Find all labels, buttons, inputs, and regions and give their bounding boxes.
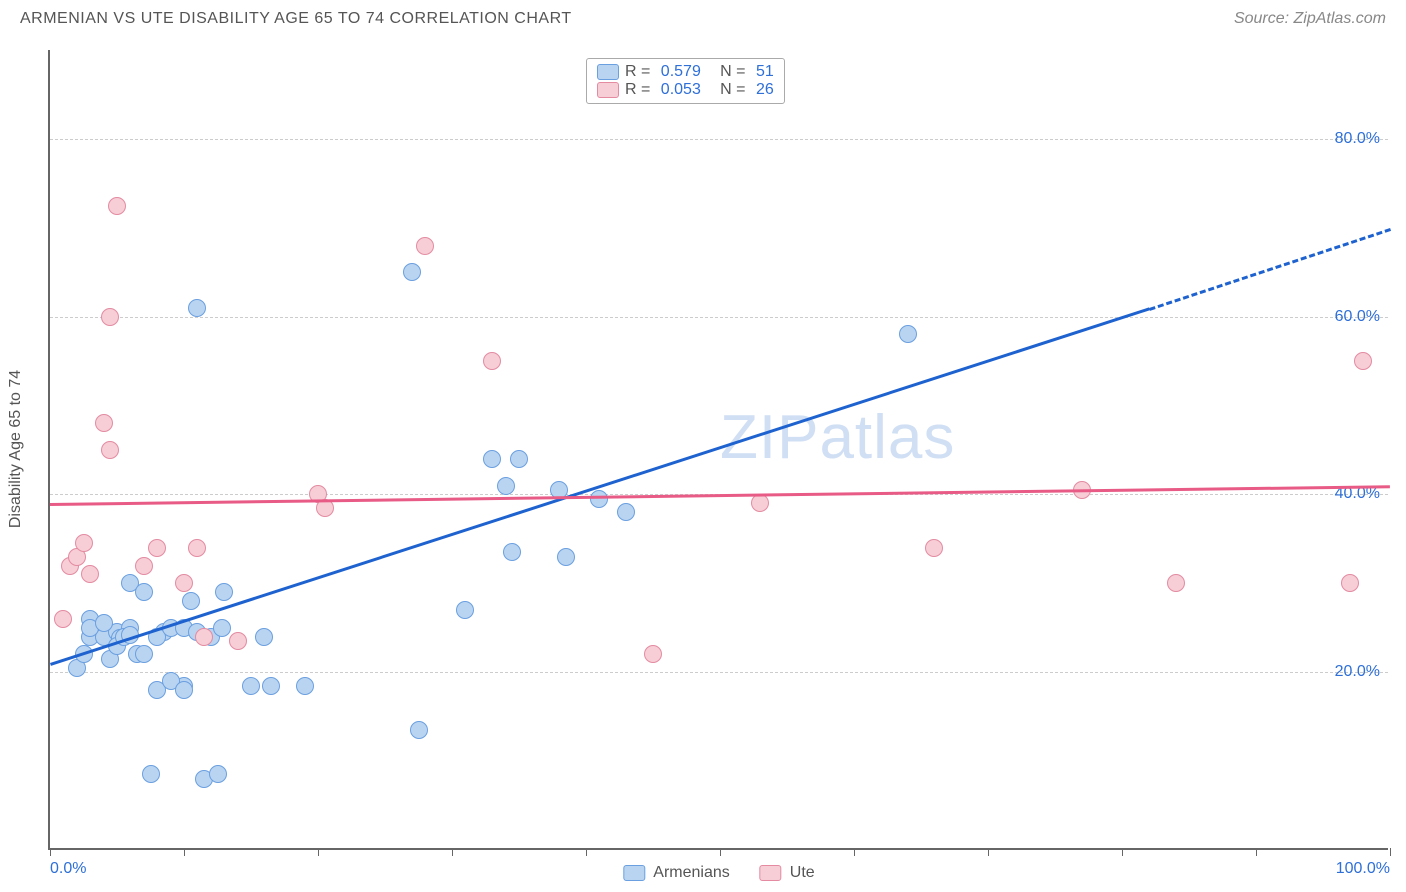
data-point — [215, 583, 233, 601]
data-point — [1167, 574, 1185, 592]
data-point — [262, 677, 280, 695]
x-tick — [318, 848, 319, 856]
data-point — [1341, 574, 1359, 592]
data-point — [209, 765, 227, 783]
data-point — [557, 548, 575, 566]
data-point — [101, 308, 119, 326]
data-point — [175, 681, 193, 699]
data-point — [81, 565, 99, 583]
y-tick-label: 80.0% — [1335, 130, 1380, 148]
y-tick-label: 20.0% — [1335, 663, 1380, 681]
data-point — [75, 534, 93, 552]
data-point — [617, 503, 635, 521]
x-tick — [720, 848, 721, 856]
y-axis-label: Disability Age 65 to 74 — [7, 370, 25, 528]
data-point — [456, 601, 474, 619]
series-legend: Armenians Ute — [623, 864, 814, 882]
legend-item: Armenians — [623, 864, 729, 882]
data-point — [54, 610, 72, 628]
x-tick — [586, 848, 587, 856]
data-point — [135, 583, 153, 601]
legend-row: R = 0.579 N = 51 — [597, 63, 774, 81]
y-tick-label: 60.0% — [1335, 308, 1380, 326]
x-tick — [1122, 848, 1123, 856]
x-tick-label: 100.0% — [1336, 860, 1390, 878]
data-point — [188, 299, 206, 317]
data-point — [403, 263, 421, 281]
data-point — [242, 677, 260, 695]
legend-item: Ute — [760, 864, 815, 882]
data-point — [899, 325, 917, 343]
data-point — [255, 628, 273, 646]
data-point — [108, 197, 126, 215]
scatter-chart: Disability Age 65 to 74 ZIPatlas R = 0.5… — [48, 50, 1388, 850]
trend-line — [50, 486, 1390, 507]
data-point — [135, 557, 153, 575]
data-point — [135, 645, 153, 663]
x-tick — [988, 848, 989, 856]
data-point — [644, 645, 662, 663]
data-point — [483, 352, 501, 370]
data-point — [213, 619, 231, 637]
data-point — [590, 490, 608, 508]
data-point — [510, 450, 528, 468]
source-label: Source: ZipAtlas.com — [1234, 10, 1386, 28]
data-point — [148, 539, 166, 557]
data-point — [188, 539, 206, 557]
legend-row: R = 0.053 N = 26 — [597, 81, 774, 99]
gridline — [50, 139, 1388, 140]
data-point — [95, 614, 113, 632]
data-point — [195, 628, 213, 646]
x-tick — [1256, 848, 1257, 856]
data-point — [101, 441, 119, 459]
data-point — [1354, 352, 1372, 370]
trend-line — [1149, 228, 1391, 311]
data-point — [182, 592, 200, 610]
chart-title: ARMENIAN VS UTE DISABILITY AGE 65 TO 74 … — [20, 10, 572, 28]
data-point — [229, 632, 247, 650]
data-point — [483, 450, 501, 468]
data-point — [410, 721, 428, 739]
data-point — [497, 477, 515, 495]
gridline — [50, 672, 1388, 673]
x-tick — [1390, 848, 1391, 856]
x-tick — [184, 848, 185, 856]
x-tick — [452, 848, 453, 856]
x-tick-label: 0.0% — [50, 860, 86, 878]
data-point — [751, 494, 769, 512]
data-point — [503, 543, 521, 561]
data-point — [175, 574, 193, 592]
x-tick — [50, 848, 51, 856]
data-point — [142, 765, 160, 783]
data-point — [925, 539, 943, 557]
x-tick — [854, 848, 855, 856]
data-point — [95, 414, 113, 432]
correlation-legend: R = 0.579 N = 51R = 0.053 N = 26 — [586, 58, 785, 104]
data-point — [296, 677, 314, 695]
trend-line — [50, 308, 1150, 666]
gridline — [50, 317, 1388, 318]
data-point — [416, 237, 434, 255]
